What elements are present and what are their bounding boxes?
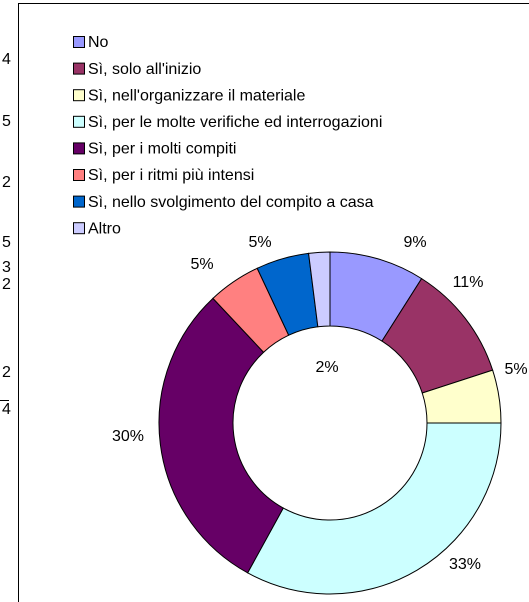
legend-swatch	[73, 89, 85, 102]
legend-label: Sì, nell'organizzare il materiale	[88, 87, 305, 104]
cropped-text: 5	[2, 113, 11, 130]
cropped-text: 2	[2, 276, 11, 293]
donut-slice	[158, 297, 284, 574]
legend-label: Altro	[88, 220, 121, 237]
legend-swatch	[73, 222, 85, 235]
data-label: 33%	[449, 556, 481, 573]
donut-slice	[246, 422, 502, 595]
data-label: 5%	[248, 234, 271, 251]
cropped-text: 4	[2, 51, 11, 68]
cropped-text: 2	[2, 364, 11, 381]
data-label: 11%	[453, 274, 484, 291]
cropped-text: 3	[2, 259, 11, 276]
cropped-text: 4	[2, 401, 11, 418]
legend-swatch	[73, 142, 85, 155]
legend-swatch	[73, 62, 85, 75]
legend-swatch	[73, 115, 85, 128]
data-label: 9%	[403, 234, 426, 251]
legend-label: No	[88, 34, 109, 51]
legend-label: Sì, per i molti compiti	[88, 141, 236, 158]
legend-swatch	[73, 195, 85, 208]
legend-label: Sì, per i ritmi più intensi	[88, 167, 254, 184]
cropped-text: 5	[2, 234, 11, 251]
legend-label: Sì, nello svolgimento del compito a casa	[88, 194, 374, 211]
legend-label: Sì, solo all'inizio	[88, 61, 201, 78]
legend-swatch	[73, 169, 85, 181]
legend-label: Sì, per le molte verifiche ed interrogaz…	[88, 114, 382, 131]
data-label: 5%	[190, 256, 213, 273]
legend-swatch	[73, 36, 85, 48]
cropped-text: 2	[2, 174, 11, 191]
data-label: 30%	[112, 428, 144, 445]
data-label: 5%	[504, 361, 527, 378]
donut-slice	[308, 251, 331, 328]
data-label: 2%	[315, 359, 338, 376]
